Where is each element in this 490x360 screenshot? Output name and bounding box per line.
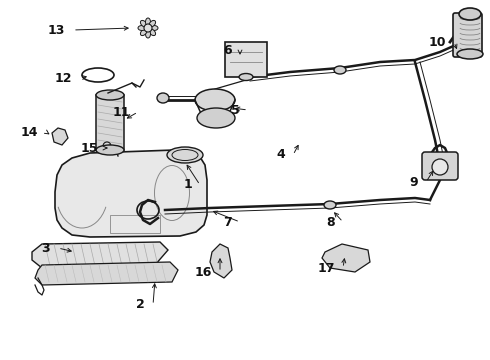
Ellipse shape (96, 145, 124, 155)
Polygon shape (35, 262, 178, 285)
Ellipse shape (150, 26, 158, 31)
Ellipse shape (141, 29, 147, 36)
Ellipse shape (324, 201, 336, 209)
Ellipse shape (334, 66, 346, 74)
Text: 2: 2 (136, 298, 145, 311)
Polygon shape (322, 244, 370, 272)
Text: 1: 1 (183, 179, 192, 192)
Text: 10: 10 (428, 36, 446, 49)
Text: 3: 3 (41, 242, 50, 255)
Text: 16: 16 (195, 266, 212, 279)
Polygon shape (55, 150, 207, 237)
Text: 6: 6 (223, 44, 232, 57)
Bar (110, 215, 160, 233)
Text: 15: 15 (80, 141, 98, 154)
FancyBboxPatch shape (453, 13, 482, 57)
Text: 7: 7 (223, 216, 232, 229)
Text: 17: 17 (318, 261, 335, 274)
Ellipse shape (146, 30, 150, 38)
Text: 5: 5 (231, 104, 240, 117)
Ellipse shape (167, 147, 203, 163)
Polygon shape (52, 128, 68, 145)
Polygon shape (32, 242, 168, 268)
Ellipse shape (141, 21, 147, 27)
Text: 9: 9 (409, 175, 418, 189)
Text: 4: 4 (276, 148, 285, 162)
Ellipse shape (197, 108, 235, 128)
Ellipse shape (239, 73, 253, 81)
Text: 8: 8 (326, 216, 335, 229)
Ellipse shape (138, 26, 146, 31)
Bar (225, 42, 267, 77)
Text: 14: 14 (21, 126, 38, 139)
Text: 12: 12 (54, 72, 72, 85)
Ellipse shape (195, 89, 235, 111)
Bar (96, 95, 124, 150)
Text: 11: 11 (113, 105, 130, 118)
Circle shape (144, 24, 152, 32)
Text: 13: 13 (48, 23, 65, 36)
Circle shape (432, 159, 448, 175)
Ellipse shape (157, 93, 169, 103)
Ellipse shape (149, 21, 156, 27)
FancyBboxPatch shape (422, 152, 458, 180)
Ellipse shape (96, 90, 124, 100)
Ellipse shape (149, 29, 156, 36)
Ellipse shape (457, 49, 483, 59)
Polygon shape (210, 244, 232, 278)
Ellipse shape (459, 8, 481, 20)
Ellipse shape (146, 18, 150, 26)
